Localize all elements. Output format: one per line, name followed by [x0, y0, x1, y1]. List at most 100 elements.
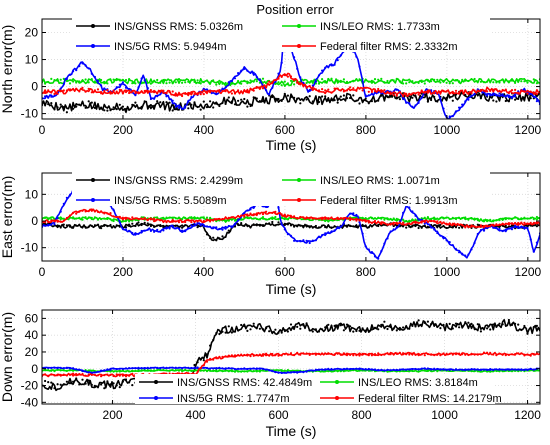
data-point — [386, 327, 389, 331]
x-tick-label: 0 — [39, 123, 46, 137]
data-point — [504, 79, 507, 82]
data-point — [143, 89, 146, 93]
data-point — [445, 90, 448, 93]
data-point — [121, 369, 124, 372]
data-point — [333, 324, 336, 327]
data-point — [59, 103, 62, 106]
data-point — [280, 223, 283, 226]
data-point — [296, 67, 299, 70]
data-point — [398, 80, 401, 83]
data-point — [230, 82, 233, 85]
data-point — [373, 368, 377, 371]
data-point — [417, 222, 420, 225]
data-point — [109, 92, 112, 95]
data-point — [252, 96, 255, 99]
data-point — [96, 88, 100, 91]
data-point — [212, 90, 215, 93]
data-point — [473, 353, 476, 356]
data-point — [156, 224, 159, 227]
data-point — [209, 81, 212, 84]
data-point — [454, 93, 458, 96]
data-point — [517, 97, 520, 100]
data-point — [221, 101, 224, 104]
data-point — [193, 220, 196, 223]
data-point — [165, 216, 168, 219]
data-point — [296, 97, 299, 100]
data-point — [454, 89, 458, 92]
data-point — [324, 219, 327, 222]
data-point — [252, 80, 255, 83]
data-point — [65, 369, 68, 372]
data-point — [224, 369, 227, 372]
data-point — [165, 369, 168, 372]
data-point — [317, 352, 321, 356]
data-point — [299, 215, 302, 219]
data-point — [199, 82, 202, 85]
data-point — [237, 223, 240, 226]
data-point — [529, 221, 532, 224]
data-point — [417, 370, 420, 373]
data-point — [321, 69, 324, 72]
data-point — [495, 219, 498, 222]
data-point — [202, 225, 205, 228]
data-point — [504, 99, 507, 103]
data-point — [78, 368, 81, 371]
data-point — [199, 216, 202, 219]
data-point — [476, 218, 479, 222]
data-point — [224, 102, 227, 105]
data-point — [308, 225, 311, 228]
data-point — [352, 367, 355, 371]
data-point — [143, 229, 146, 232]
data-point — [237, 89, 240, 92]
data-point — [458, 80, 461, 83]
data-point — [520, 221, 523, 224]
data-point — [72, 88, 75, 91]
data-point — [367, 80, 370, 83]
data-point — [59, 218, 62, 221]
data-point — [507, 318, 510, 322]
data-point — [476, 89, 479, 93]
data-point — [342, 78, 345, 81]
data-point — [498, 223, 501, 226]
data-point — [386, 223, 389, 226]
data-point — [293, 56, 296, 59]
data-point — [408, 220, 411, 223]
data-point — [93, 224, 96, 227]
data-point — [265, 218, 268, 221]
data-point — [237, 79, 240, 83]
data-point — [268, 211, 271, 214]
data-point — [177, 225, 181, 228]
data-point — [467, 92, 470, 95]
data-point — [355, 99, 358, 102]
data-point — [140, 367, 143, 370]
data-point — [473, 93, 476, 96]
data-point — [199, 358, 202, 361]
data-point — [526, 226, 529, 230]
data-point — [249, 328, 252, 331]
data-point — [476, 80, 479, 83]
data-point — [311, 100, 314, 103]
data-point — [84, 106, 87, 109]
data-point — [367, 221, 370, 224]
data-point — [286, 218, 289, 221]
data-point — [330, 226, 333, 229]
data-point — [414, 218, 417, 221]
data-point — [246, 209, 249, 212]
data-point — [184, 106, 187, 109]
data-point — [526, 81, 529, 84]
data-point — [317, 368, 321, 371]
legend-label: INS/LEO RMS: 3.8184m — [358, 377, 478, 389]
legend-item-federal: Federal filter RMS: 2.3332m — [282, 41, 458, 53]
data-point — [286, 94, 289, 97]
data-point — [224, 367, 227, 370]
data-point — [149, 89, 152, 92]
data-point — [529, 327, 532, 330]
data-point — [131, 372, 134, 375]
data-point — [442, 235, 445, 239]
x-tick-label: 800 — [352, 408, 372, 422]
data-point — [296, 240, 299, 243]
data-point — [261, 328, 265, 331]
y-axis-label: East error(m) — [0, 176, 15, 258]
data-point — [361, 327, 364, 330]
data-point — [115, 218, 118, 221]
